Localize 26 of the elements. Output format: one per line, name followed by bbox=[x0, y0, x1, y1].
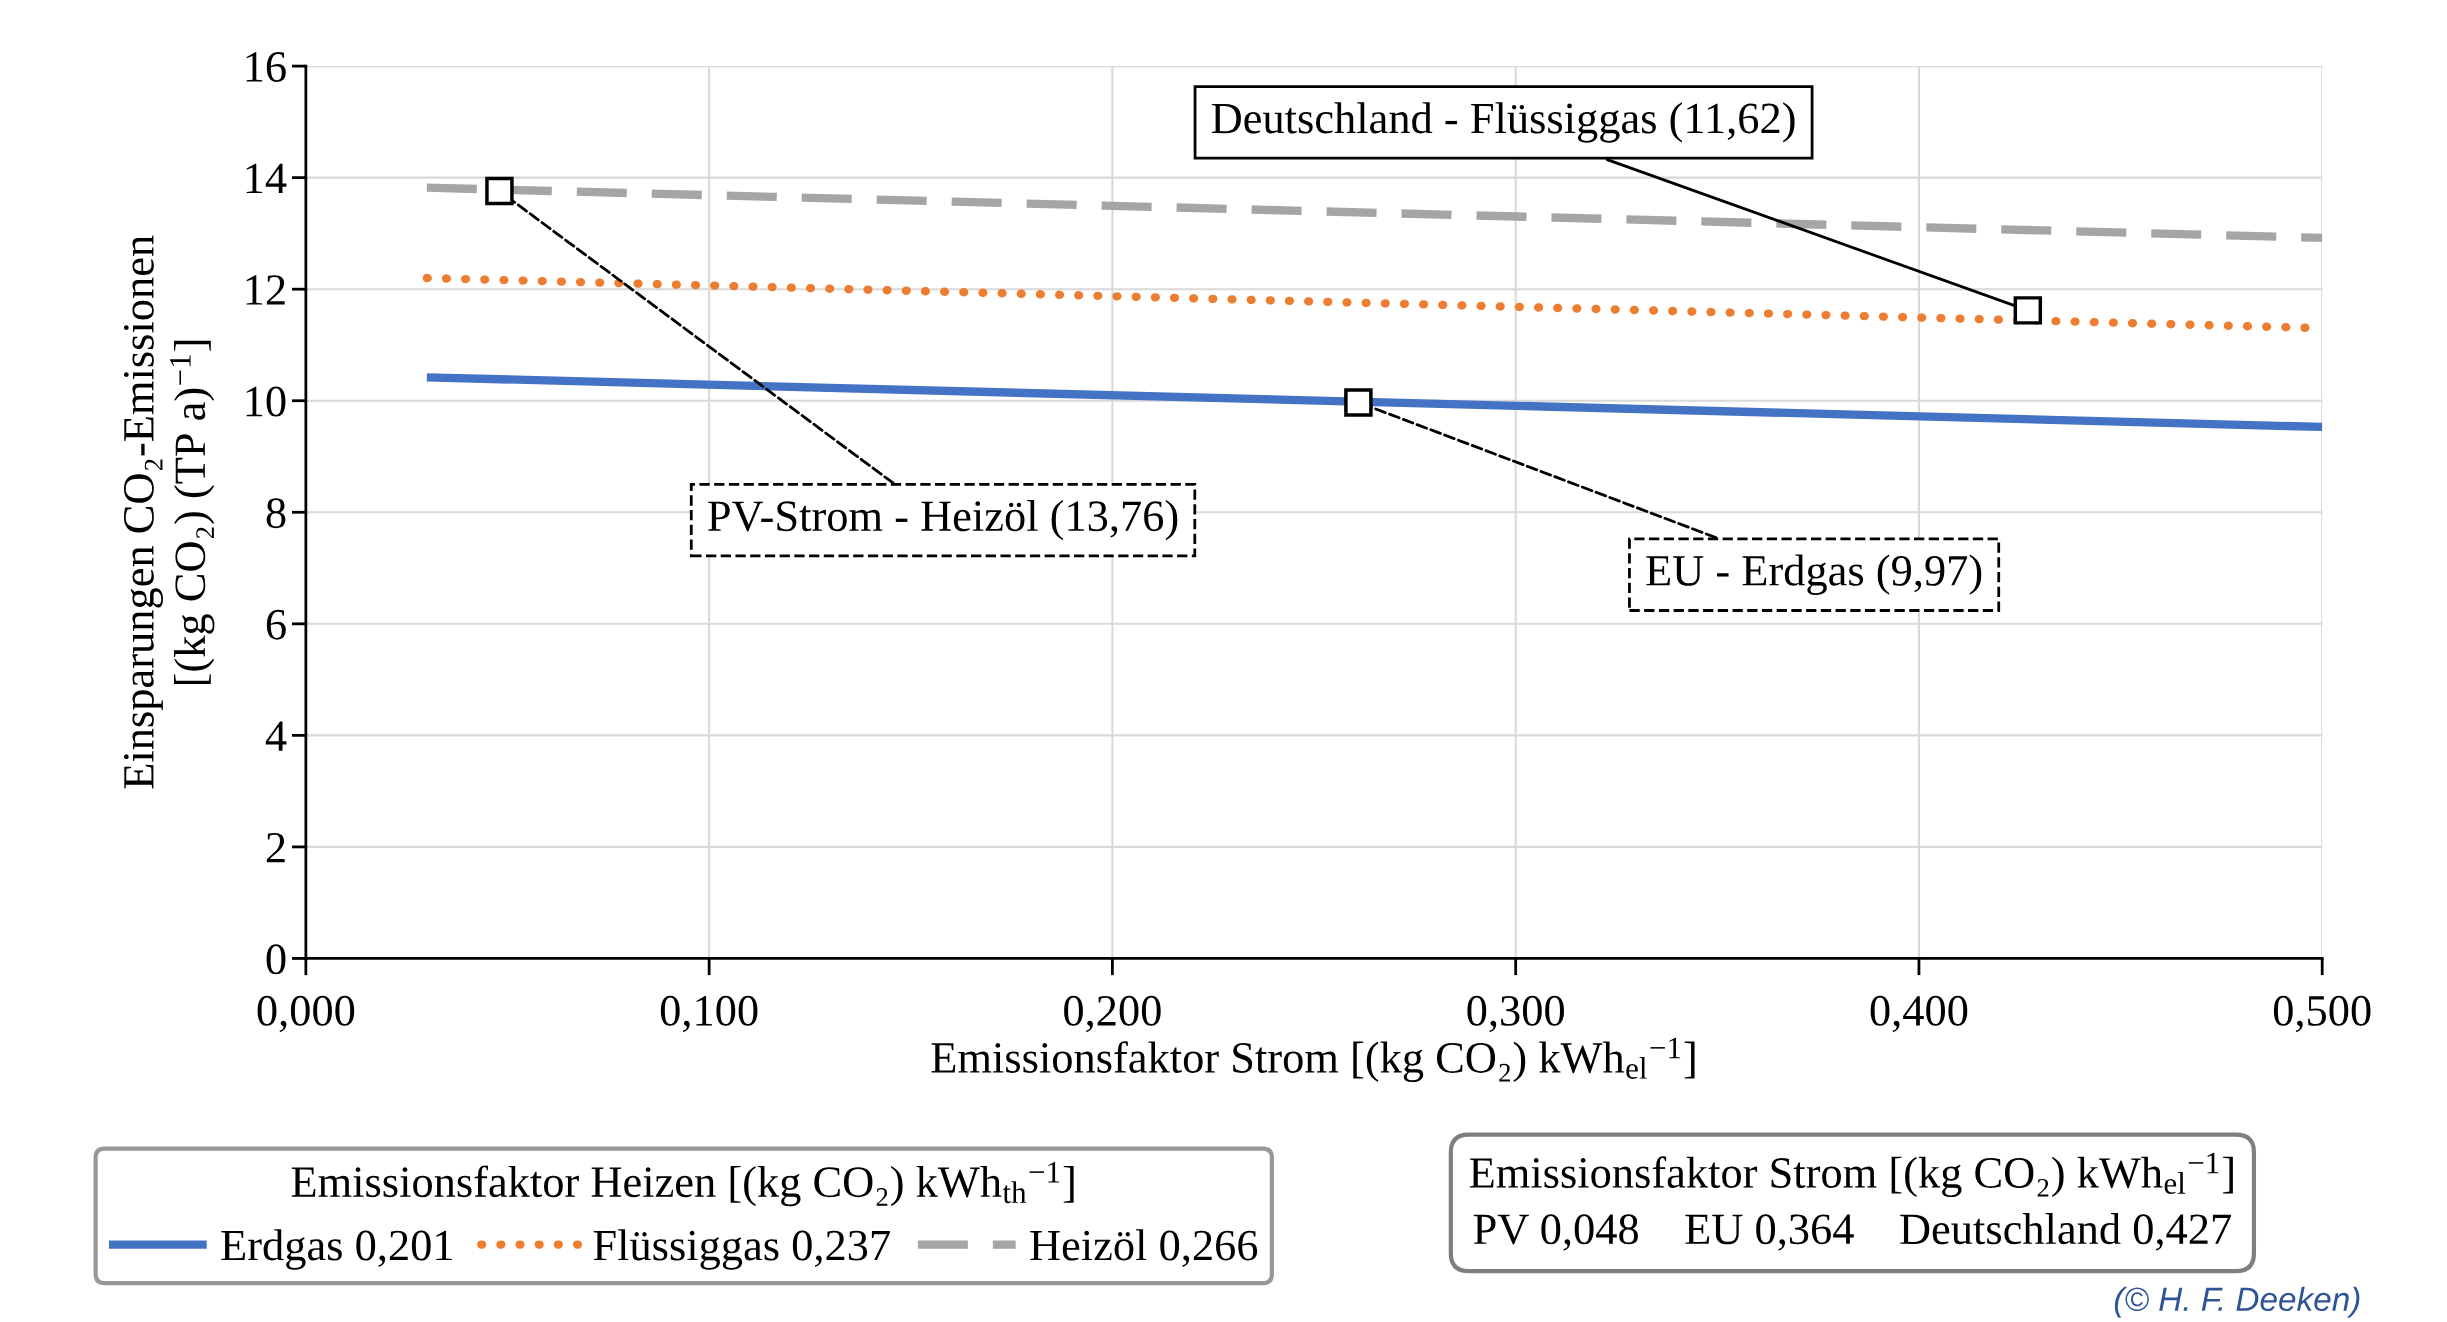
x-tick-label: 0,500 bbox=[2273, 995, 2371, 1033]
legend-label: Flüssiggas 0,237 bbox=[593, 1229, 890, 1270]
annotation: EU - Erdgas (9,97) bbox=[1646, 554, 1982, 595]
legend-title: Emissionsfaktor Heizen [(kg CO₂) kWh$_{th}$$^{−1}$] bbox=[291, 1161, 1074, 1207]
annotation: Deutschland - Flüssiggas (11,62) bbox=[1211, 102, 1795, 143]
x-tick-label: 0,300 bbox=[1467, 995, 1564, 1033]
legend-label: Erdgas 0,201 bbox=[221, 1229, 452, 1270]
y-axis-title: Einsparungen CO₂-Emissionen [(kg CO₂) (TP a)$^{−1}$] bbox=[123, 235, 215, 789]
annotation: PV-Strom - Heizöl (13,76) bbox=[708, 499, 1178, 541]
text: Emissionsfaktor Strom [(kg CO₂) kWh$_{el}$$^{−1}$] PV 0,048 EU 0,364 Deutschland 0,427 bbox=[1469, 1152, 2233, 1251]
y-tick-label: 6 bbox=[266, 609, 286, 640]
x-axis-title: Emissionsfaktor Strom [(kg CO₂) kWh$_{el}$$^{−1}$] bbox=[931, 1037, 1695, 1083]
y-tick-label: 8 bbox=[266, 498, 286, 529]
x-tick-label: 0,200 bbox=[1064, 995, 1161, 1033]
legend-label: Heizöl 0,266 bbox=[1030, 1229, 1258, 1267]
text: (© H. F. Deeken) bbox=[2114, 1286, 2360, 1318]
y-tick-label: 12 bbox=[246, 275, 285, 305]
y-tick-label: 10 bbox=[246, 386, 286, 417]
x-tick-label: 0,100 bbox=[660, 995, 758, 1033]
y-tick-label: 14 bbox=[246, 163, 287, 194]
x-tick-label: 0,400 bbox=[1870, 995, 1968, 1033]
y-tick-label: 4 bbox=[265, 721, 287, 751]
y-tick-label: 0 bbox=[266, 944, 286, 975]
y-tick-label: 16 bbox=[246, 52, 286, 82]
y-tick-label: 2 bbox=[266, 832, 285, 863]
x-tick-label: 0,000 bbox=[257, 995, 355, 1033]
